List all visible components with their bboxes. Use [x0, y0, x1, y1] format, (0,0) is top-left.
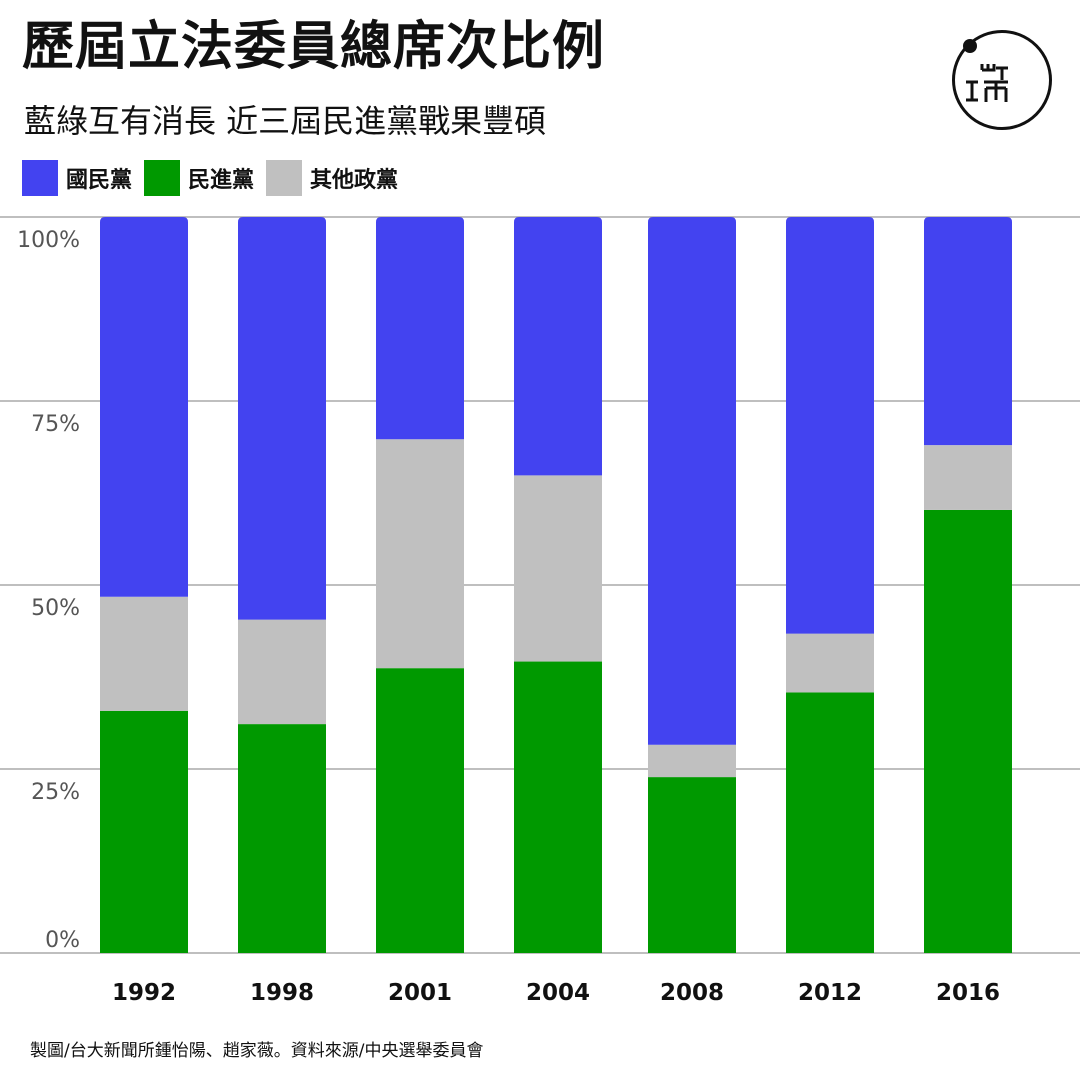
logo-dot-icon: [963, 39, 977, 53]
bar-segment-2001-1: [376, 439, 464, 669]
bar-segment-1992-1: [100, 596, 188, 711]
bar-segment-2016-2: [924, 217, 1012, 446]
legend-item-dpp: 民進黨: [144, 160, 254, 196]
legend-swatch-kmt: [22, 160, 58, 196]
legend-item-other: 其他政黨: [266, 160, 398, 196]
legend-swatch-other: [266, 160, 303, 196]
bar-segment-2008-1: [648, 744, 736, 778]
bar-segment-2004-2: [514, 217, 602, 476]
bar-segment-2016-1: [924, 445, 1012, 510]
legend-item-kmt: 國民黨: [22, 160, 132, 196]
x-tick-label-2008: 2008: [660, 980, 724, 1006]
x-tick-label-2004: 2004: [526, 980, 590, 1006]
bar-segment-1998-1: [238, 619, 326, 725]
bar-segment-2001-2: [376, 217, 464, 440]
bar-segment-2004-0: [514, 661, 602, 953]
y-tick-label-75: 75%: [31, 412, 80, 437]
x-tick-label-2016: 2016: [936, 980, 1000, 1006]
legend-label-dpp: 民進黨: [188, 168, 255, 193]
y-tick-label-25: 25%: [31, 780, 80, 805]
x-tick-label-1998: 1998: [250, 980, 314, 1006]
y-tick-label-0: 0%: [45, 928, 80, 953]
x-tick-label-2001: 2001: [388, 980, 452, 1006]
bar-segment-2012-1: [786, 633, 874, 693]
legend: 國民黨 民進黨 其他政黨: [22, 160, 398, 196]
legend-label-other: 其他政黨: [310, 168, 399, 193]
bar-segment-1998-2: [238, 217, 326, 620]
bar-segment-2008-0: [648, 777, 736, 953]
bar-segment-2008-2: [648, 217, 736, 745]
legend-swatch-dpp: [144, 160, 181, 196]
chart-subtitle: 藍綠互有消長 近三屆民進黨戰果豐碩: [24, 102, 547, 140]
bar-segment-2001-0: [376, 668, 464, 953]
initium-logo: [952, 30, 1052, 130]
bar-segment-2012-2: [786, 217, 874, 634]
logo-mark-icon: [966, 64, 1008, 102]
bar-segment-2016-0: [924, 509, 1012, 953]
x-tick-label-2012: 2012: [798, 980, 862, 1006]
legend-label-kmt: 國民黨: [66, 168, 133, 193]
x-tick-label-1992: 1992: [112, 980, 176, 1006]
bar-segment-1992-2: [100, 217, 188, 597]
y-tick-label-100: 100%: [17, 228, 80, 253]
chart-title: 歷屆立法委員總席次比例: [22, 17, 606, 77]
bar-segment-1992-0: [100, 710, 188, 953]
y-tick-label-50: 50%: [31, 596, 80, 621]
bar-segment-1998-0: [238, 724, 326, 953]
source-credit: 製圖/台大新聞所鍾怡陽、趙家薇。資料來源/中央選舉委員會: [30, 1041, 484, 1061]
bar-segment-2004-1: [514, 475, 602, 662]
bar-segment-2012-0: [786, 692, 874, 953]
stacked-bar-chart: 0% 25% 50% 75% 100% 1992 1998 2001 2004 2008 2012 2…: [0, 216, 1080, 1006]
